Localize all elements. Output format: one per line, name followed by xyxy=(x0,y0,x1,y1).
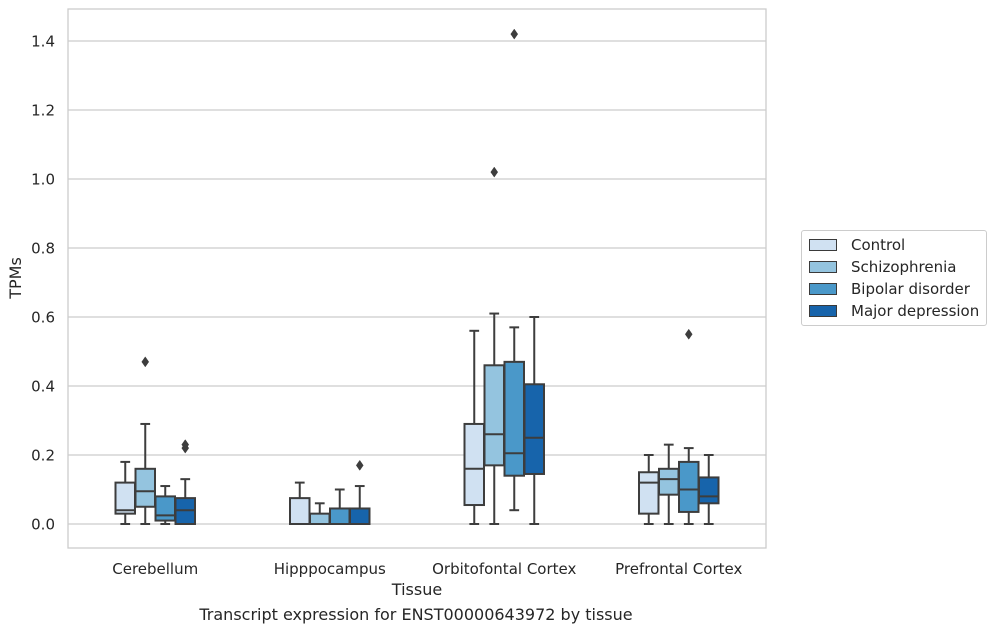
x-tick-label: Prefrontal Cortex xyxy=(615,560,742,578)
x-tick-label: Hipppocampus xyxy=(274,560,386,578)
x-tick-labels: Cerebellum Hipppocampus Orbitofontal Corte… xyxy=(112,560,742,578)
y-tick-label: 0.8 xyxy=(31,240,55,258)
outlier-point xyxy=(355,459,364,471)
box-bipolar-disorder-2 xyxy=(503,28,525,512)
outlier-point xyxy=(684,328,693,340)
box-iqr xyxy=(289,497,311,525)
box-major-depression-2 xyxy=(523,316,545,525)
box-plots xyxy=(114,28,720,526)
box-schizophrenia-3 xyxy=(658,443,680,525)
legend-label-bipolar-disorder: Bipolar disorder xyxy=(851,280,970,298)
legend-item-major-depression: Major depression xyxy=(809,301,979,321)
legend-item-bipolar-disorder: Bipolar disorder xyxy=(809,279,970,299)
box-bipolar-disorder-1 xyxy=(329,488,351,526)
outlier-point xyxy=(141,356,150,368)
y-axis-label: TPMs xyxy=(6,257,25,300)
box-iqr xyxy=(523,383,545,475)
legend-swatch-control xyxy=(809,239,837,251)
legend-label-major-depression: Major depression xyxy=(851,302,980,320)
box-iqr xyxy=(349,507,371,526)
y-tick-label: 0.2 xyxy=(31,447,55,465)
x-tick-label: Orbitofontal Cortex xyxy=(432,560,576,578)
box-bipolar-disorder-0 xyxy=(154,485,176,525)
legend: Control Schizophrenia Bipolar disorder M… xyxy=(801,230,987,326)
legend-item-schizophrenia: Schizophrenia xyxy=(809,257,956,277)
box-schizophrenia-1 xyxy=(309,502,331,526)
outlier-point xyxy=(510,28,519,40)
box-iqr xyxy=(658,467,680,496)
box-iqr xyxy=(503,360,525,477)
y-tick-label: 0.6 xyxy=(31,309,55,327)
box-iqr xyxy=(483,364,505,467)
y-tick-label: 0.4 xyxy=(31,378,55,396)
box-iqr xyxy=(329,507,351,526)
box-iqr xyxy=(678,460,700,513)
legend-swatch-bipolar-disorder xyxy=(809,283,837,295)
plot-frame xyxy=(67,8,767,549)
box-iqr xyxy=(154,495,176,522)
legend-swatch-schizophrenia xyxy=(809,261,837,273)
box-control-0 xyxy=(114,460,136,525)
box-control-2 xyxy=(463,329,485,525)
box-major-depression-0 xyxy=(174,439,196,525)
chart-caption: Transcript expression for ENST0000064397… xyxy=(199,605,633,624)
legend-swatch-major-depression xyxy=(809,305,837,317)
x-tick-label: Cerebellum xyxy=(112,560,198,578)
box-iqr xyxy=(698,476,720,505)
box-schizophrenia-0 xyxy=(134,356,156,525)
box-bipolar-disorder-3 xyxy=(678,328,700,525)
box-major-depression-1 xyxy=(349,459,371,526)
box-iqr xyxy=(114,481,136,515)
legend-item-control: Control xyxy=(809,235,905,255)
box-iqr xyxy=(463,422,485,507)
box-iqr xyxy=(638,471,660,515)
y-tick-label: 1.0 xyxy=(31,171,55,189)
outlier-point xyxy=(181,439,190,451)
box-iqr xyxy=(309,512,331,526)
x-axis-label: Tissue xyxy=(391,580,442,599)
box-iqr xyxy=(134,467,156,508)
legend-label-schizophrenia: Schizophrenia xyxy=(851,258,957,276)
y-tick-label: 1.2 xyxy=(31,102,55,120)
y-tick-labels: 0.0 0.2 0.4 0.6 0.8 1.0 1.2 1.4 xyxy=(31,33,55,534)
y-tick-label: 0.0 xyxy=(31,516,55,534)
box-schizophrenia-2 xyxy=(483,166,505,525)
outlier-point xyxy=(490,166,499,178)
y-tick-label: 1.4 xyxy=(31,33,55,51)
box-control-3 xyxy=(638,454,660,525)
gridlines xyxy=(68,40,766,525)
legend-label-control: Control xyxy=(851,236,906,254)
box-major-depression-3 xyxy=(698,454,720,525)
box-control-1 xyxy=(289,481,311,525)
